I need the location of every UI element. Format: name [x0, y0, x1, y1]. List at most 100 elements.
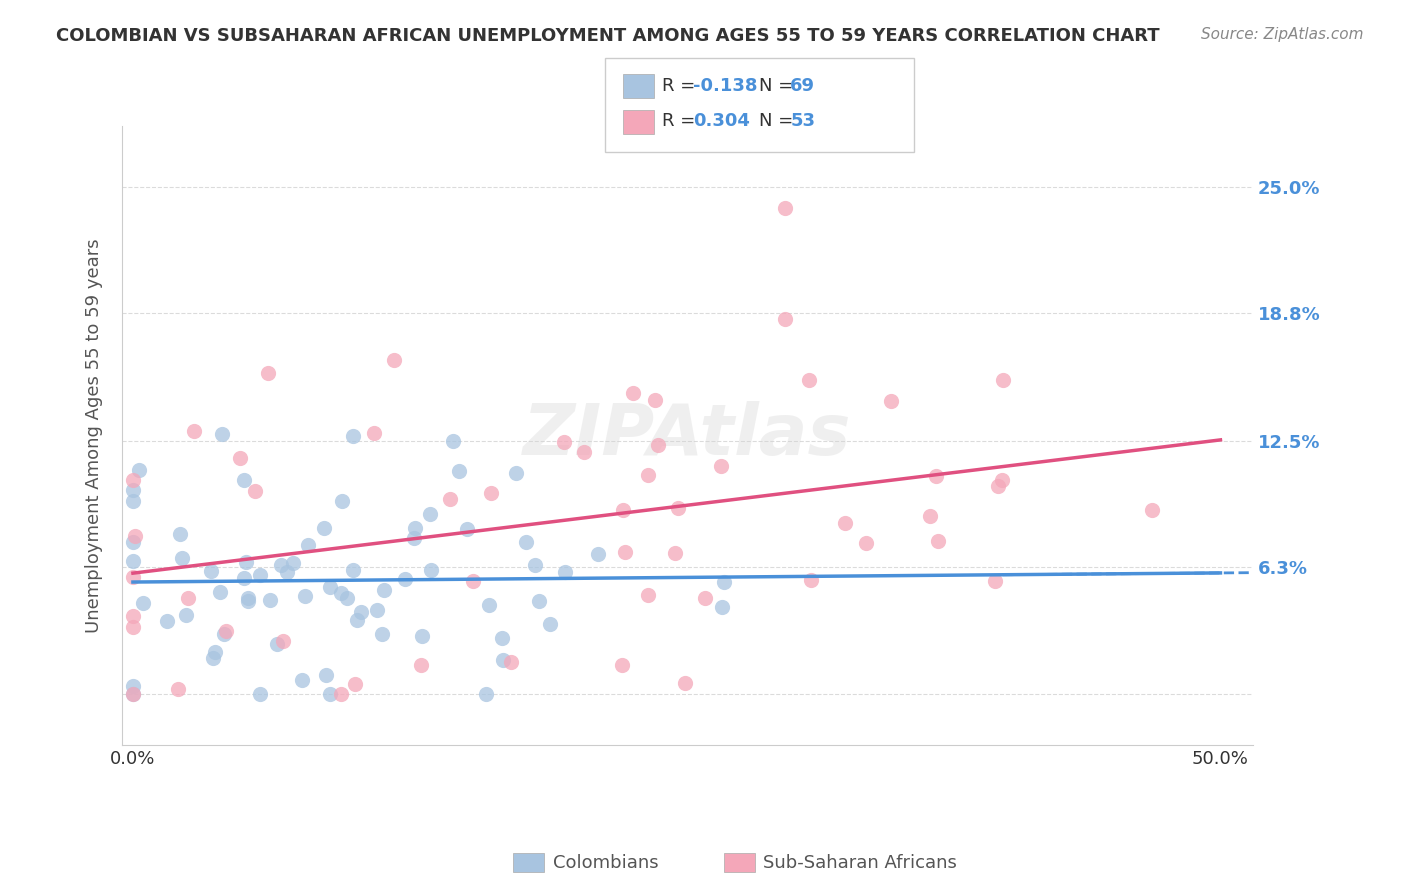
Point — [169, 527, 191, 541]
Point — [266, 637, 288, 651]
Point — [572, 445, 595, 459]
Point — [122, 494, 145, 508]
FancyBboxPatch shape — [605, 58, 914, 152]
Point — [443, 434, 465, 449]
Point — [1140, 503, 1163, 517]
Point — [775, 312, 797, 326]
Point — [713, 574, 735, 589]
Point — [523, 558, 546, 573]
Point — [128, 462, 150, 476]
Point — [167, 681, 190, 696]
Point — [527, 594, 550, 608]
Point — [920, 508, 942, 523]
Point — [211, 426, 233, 441]
Text: 0.304: 0.304 — [693, 112, 749, 130]
Point — [664, 545, 686, 559]
Point — [693, 591, 716, 606]
Point — [402, 531, 425, 545]
Text: Colombians: Colombians — [553, 854, 658, 871]
Point — [797, 373, 820, 387]
Point — [201, 650, 224, 665]
Point — [478, 598, 501, 612]
Point — [491, 631, 513, 645]
Point — [257, 367, 280, 381]
Point — [925, 468, 948, 483]
Point — [373, 583, 395, 598]
Point — [170, 550, 193, 565]
Text: COLOMBIAN VS SUBSAHARAN AFRICAN UNEMPLOYMENT AMONG AGES 55 TO 59 YEARS CORRELATI: COLOMBIAN VS SUBSAHARAN AFRICAN UNEMPLOY… — [56, 27, 1160, 45]
Point — [122, 687, 145, 701]
Point — [346, 613, 368, 627]
Point — [238, 591, 260, 605]
Point — [991, 473, 1014, 487]
Point — [259, 592, 281, 607]
Y-axis label: Unemployment Among Ages 55 to 59 years: Unemployment Among Ages 55 to 59 years — [86, 238, 103, 633]
Point — [122, 609, 145, 624]
Point — [235, 555, 257, 569]
Text: 69: 69 — [790, 77, 815, 95]
Bar — [724, 853, 755, 872]
Text: N =: N = — [759, 112, 799, 130]
Point — [319, 687, 342, 701]
Point — [350, 605, 373, 619]
Point — [249, 687, 271, 701]
Point — [612, 502, 634, 516]
Point — [382, 352, 405, 367]
Point — [342, 563, 364, 577]
Point — [479, 485, 502, 500]
Text: R =: R = — [662, 112, 702, 130]
Point — [212, 627, 235, 641]
Point — [834, 516, 856, 530]
Point — [644, 393, 666, 408]
Point — [538, 616, 561, 631]
Point — [505, 467, 527, 481]
Point — [270, 558, 292, 572]
Point — [461, 574, 484, 589]
Point — [342, 429, 364, 443]
Point — [799, 574, 821, 588]
Point — [420, 562, 443, 576]
Point — [554, 565, 576, 579]
Text: ZIPAtlas: ZIPAtlas — [523, 401, 852, 470]
Point — [439, 491, 461, 506]
Point — [499, 656, 522, 670]
Point — [319, 580, 342, 594]
Point — [122, 553, 145, 567]
Point — [404, 521, 426, 535]
Point — [366, 603, 388, 617]
Point — [249, 568, 271, 582]
Point — [987, 478, 1010, 492]
Point — [122, 687, 145, 701]
Point — [586, 547, 609, 561]
Point — [647, 438, 669, 452]
Point — [637, 588, 659, 602]
Text: 53: 53 — [790, 112, 815, 130]
Point — [710, 458, 733, 473]
Point — [710, 599, 733, 614]
Point — [411, 629, 433, 643]
Bar — [623, 110, 654, 134]
Point — [363, 425, 385, 440]
Text: N =: N = — [759, 77, 799, 95]
Text: Sub-Saharan Africans: Sub-Saharan Africans — [763, 854, 957, 871]
Point — [208, 585, 231, 599]
Point — [236, 594, 259, 608]
Point — [336, 591, 359, 606]
Point — [927, 533, 949, 548]
Point — [297, 538, 319, 552]
Point — [183, 425, 205, 439]
Point — [215, 624, 238, 639]
Point — [200, 564, 222, 578]
Point — [122, 570, 145, 584]
Point — [621, 386, 644, 401]
Point — [122, 535, 145, 549]
Point — [553, 435, 575, 450]
Point — [291, 673, 314, 687]
Point — [122, 679, 145, 693]
Point — [281, 556, 304, 570]
Point — [276, 565, 298, 579]
Point — [294, 589, 316, 603]
Point — [456, 522, 478, 536]
Point — [177, 591, 200, 606]
Point — [515, 535, 537, 549]
